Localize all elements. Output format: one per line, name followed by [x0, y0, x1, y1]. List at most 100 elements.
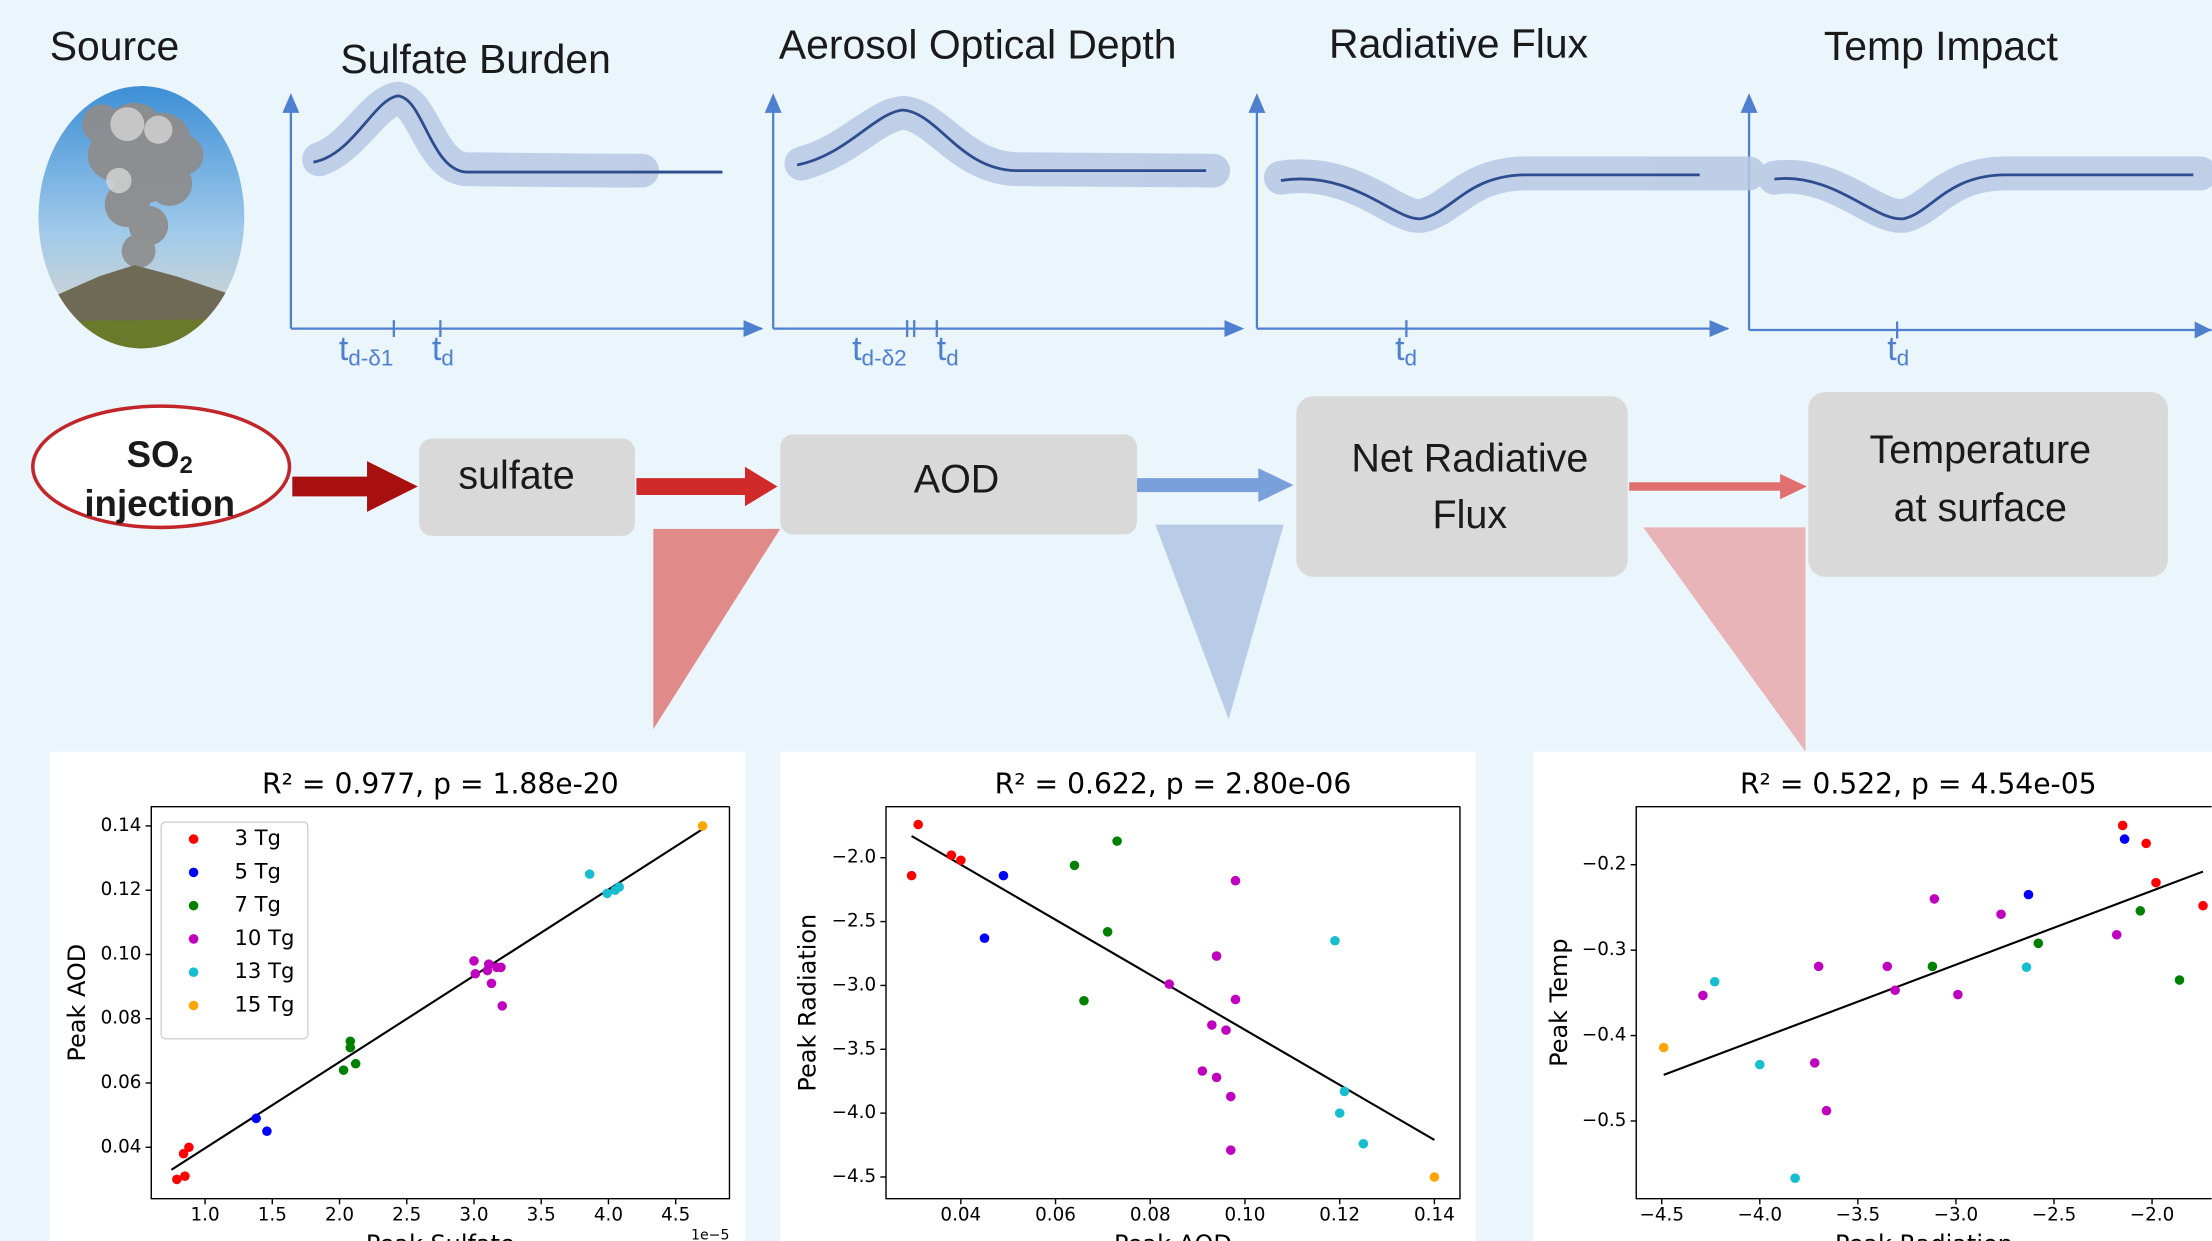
point: [1070, 861, 1080, 871]
x-tick-label: 1.5: [258, 1205, 287, 1226]
y-tick-label: −2.0: [832, 847, 877, 868]
y-tick-label: 0.08: [101, 1008, 142, 1029]
y-tick-label: 0.14: [101, 815, 142, 836]
x-tick-label: 3.5: [527, 1205, 556, 1226]
x-tick-label: −3.5: [1836, 1205, 1881, 1226]
y-tick-label: 0.04: [101, 1136, 142, 1157]
y-tick-label: 0.10: [101, 943, 142, 964]
y-axis-label: Peak Radiation: [793, 914, 821, 1092]
point: [585, 869, 595, 879]
point: [614, 882, 624, 892]
point: [469, 956, 479, 966]
tick-subscript: d-δ2: [862, 346, 907, 371]
node-label: Temperature: [1870, 428, 2092, 472]
x-tick-label: −2.0: [2130, 1205, 2175, 1226]
tick-subscript: d: [1405, 346, 1418, 371]
point: [1340, 1087, 1350, 1097]
x-tick-label: 4.0: [594, 1205, 623, 1226]
x-tick-label: 4.5: [661, 1205, 690, 1226]
point: [2175, 975, 2185, 985]
y-tick-label: 0.12: [101, 879, 142, 900]
so2-label: injection: [84, 483, 235, 524]
point: [2151, 878, 2161, 888]
x-tick-label: 3.0: [459, 1205, 488, 1226]
legend-swatch: [189, 967, 199, 977]
point: [698, 821, 708, 831]
node-label: AOD: [914, 458, 1000, 502]
point: [1226, 1092, 1236, 1102]
point: [980, 933, 990, 943]
point: [1928, 962, 1938, 972]
tick-subscript: d-δ1: [348, 346, 393, 371]
x-tick-label: 0.10: [1225, 1205, 1266, 1226]
legend-label: 7 Tg: [234, 892, 281, 917]
point: [487, 979, 497, 989]
panel-title: Temp Impact: [1824, 23, 2059, 69]
point: [947, 850, 957, 860]
tick-subscript: d: [946, 346, 959, 371]
point: [339, 1065, 349, 1075]
chart-title: R² = 0.622, p = 2.80e-06: [995, 767, 1352, 800]
point: [1710, 977, 1720, 987]
x-tick-label: −3.0: [1934, 1205, 1979, 1226]
point: [2141, 839, 2151, 849]
x-tick-label: 0.04: [940, 1205, 981, 1226]
panel-title: Radiative Flux: [1329, 20, 1588, 66]
point: [1207, 1020, 1217, 1030]
point: [1430, 1172, 1440, 1182]
point: [1164, 979, 1174, 989]
point: [2024, 890, 2034, 900]
point: [2022, 962, 2032, 972]
node-label: Flux: [1433, 493, 1508, 537]
point: [251, 1114, 261, 1124]
legend-swatch: [189, 868, 199, 878]
chart-title: R² = 0.522, p = 4.54e-05: [1740, 767, 2097, 800]
node-label: Net Radiative: [1351, 437, 1588, 481]
point: [262, 1126, 272, 1136]
formula-subscript: 2: [180, 452, 193, 479]
y-tick-label: −0.5: [1582, 1110, 1627, 1131]
x-tick-label: 0.12: [1319, 1205, 1360, 1226]
point: [1996, 909, 2006, 919]
node-label: at surface: [1894, 486, 2067, 530]
point: [1226, 1145, 1236, 1155]
point: [496, 963, 506, 973]
point: [2034, 939, 2044, 949]
y-axis-label: Peak AOD: [63, 944, 91, 1062]
x-tick-label: 1.0: [190, 1205, 219, 1226]
x-tick-label: 2.5: [392, 1205, 421, 1226]
point: [1755, 1060, 1765, 1070]
x-tick-label: −4.0: [1738, 1205, 1783, 1226]
node-label: sulfate: [458, 453, 574, 497]
point: [1814, 962, 1824, 972]
point: [999, 871, 1009, 881]
point: [1359, 1139, 1369, 1149]
y-tick-label: −0.4: [1582, 1025, 1627, 1046]
x-tick-label: 0.06: [1035, 1205, 1076, 1226]
point: [907, 871, 917, 881]
legend-swatch: [189, 934, 199, 944]
panel-title: Sulfate Burden: [340, 36, 610, 82]
point: [497, 1001, 507, 1011]
point: [2112, 930, 2122, 940]
point: [956, 855, 966, 865]
point: [1659, 1043, 1669, 1053]
legend-swatch: [189, 901, 199, 911]
x-axis-label: Peak AOD: [1114, 1230, 1232, 1241]
point: [1212, 1073, 1222, 1083]
point: [1103, 927, 1113, 937]
y-axis-label: Peak Temp: [1545, 938, 1573, 1066]
panel-title: Aerosol Optical Depth: [779, 22, 1177, 68]
x-tick-label: −4.5: [1639, 1205, 1684, 1226]
point: [1330, 936, 1340, 946]
legend-label: 10 Tg: [234, 925, 294, 950]
formula: SO: [127, 434, 180, 475]
legend-swatch: [189, 1001, 199, 1011]
legend-label: 3 Tg: [234, 825, 281, 850]
y-tick-label: 0.06: [101, 1072, 142, 1093]
point: [1198, 1066, 1208, 1076]
x-axis-label: Peak Sulfate: [366, 1230, 515, 1241]
y-tick-label: −2.5: [832, 911, 877, 932]
chart-backgrounds: [50, 752, 2212, 1241]
legend-label: 15 Tg: [234, 991, 294, 1016]
